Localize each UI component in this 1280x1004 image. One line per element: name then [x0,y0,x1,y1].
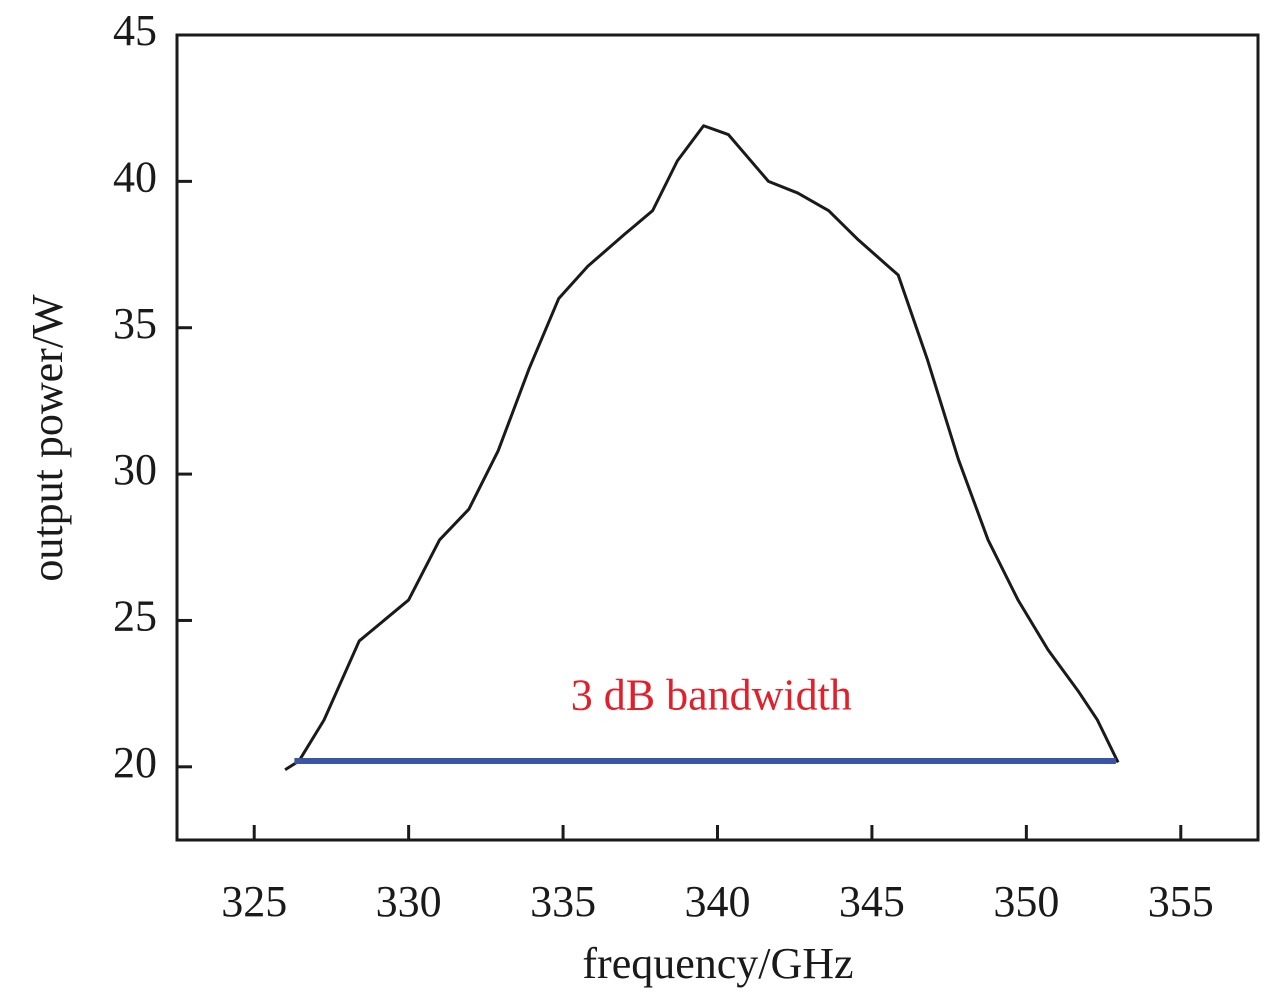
y-tick-label: 35 [113,299,157,348]
data-line [284,124,1120,772]
y-tick-label: 20 [113,738,157,787]
x-axis-label: frequency/GHz [582,939,853,988]
x-tick-label: 355 [1148,877,1214,926]
x-tick-label: 350 [993,877,1059,926]
x-tick-label: 340 [685,877,751,926]
y-tick-label: 45 [113,6,157,55]
y-tick-label: 30 [113,445,157,494]
y-axis-label: output power/W [23,294,72,582]
y-tick-label: 40 [113,152,157,201]
y-tick-label: 25 [113,592,157,641]
x-tick-label: 345 [839,877,905,926]
plot-frame [175,33,1260,842]
x-tick-label: 325 [221,877,287,926]
annotation: 3 dB bandwidth [571,671,852,720]
x-tick-label: 330 [376,877,442,926]
x-tick-label: 335 [530,877,596,926]
